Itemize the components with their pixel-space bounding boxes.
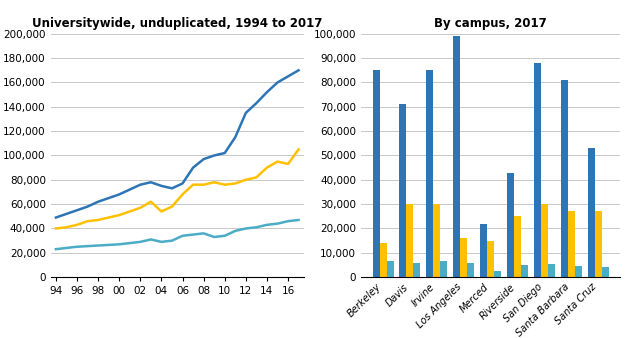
Bar [575,266,582,277]
Bar [507,172,514,277]
Bar [413,263,420,277]
Bar [561,80,568,277]
Bar [441,261,448,277]
Bar [387,261,394,277]
Bar [427,70,434,277]
Bar [399,104,406,277]
Bar [601,267,608,277]
Bar [467,263,474,277]
Bar [594,212,601,277]
Bar [480,224,487,277]
Bar [587,148,594,277]
Title: By campus, 2017: By campus, 2017 [434,17,547,30]
Bar [548,264,555,277]
Bar [514,216,521,277]
Bar [521,265,528,277]
Bar [373,70,380,277]
Bar [534,63,541,277]
Bar [380,243,387,277]
Bar [568,212,575,277]
Title: Universitywide, unduplicated, 1994 to 2017: Universitywide, unduplicated, 1994 to 20… [32,17,322,30]
Bar [434,204,441,277]
Bar [453,36,460,277]
Bar [460,238,467,277]
Bar [494,271,501,277]
Bar [487,241,494,277]
Bar [406,204,413,277]
Bar [541,204,548,277]
